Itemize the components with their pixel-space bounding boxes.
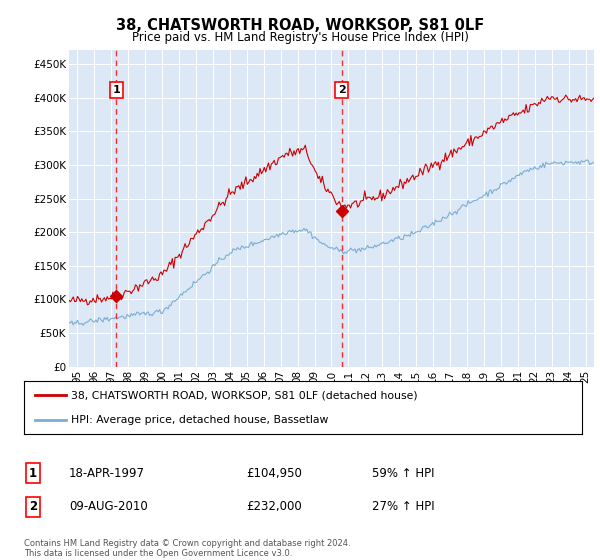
Text: 38, CHATSWORTH ROAD, WORKSOP, S81 0LF: 38, CHATSWORTH ROAD, WORKSOP, S81 0LF	[116, 18, 484, 33]
Text: £104,950: £104,950	[246, 466, 302, 480]
Text: 1: 1	[112, 85, 120, 95]
Text: 1: 1	[29, 466, 37, 480]
Text: 59% ↑ HPI: 59% ↑ HPI	[372, 466, 434, 480]
Text: 09-AUG-2010: 09-AUG-2010	[69, 500, 148, 514]
Text: £232,000: £232,000	[246, 500, 302, 514]
Text: HPI: Average price, detached house, Bassetlaw: HPI: Average price, detached house, Bass…	[71, 414, 329, 424]
Text: 27% ↑ HPI: 27% ↑ HPI	[372, 500, 434, 514]
Text: 18-APR-1997: 18-APR-1997	[69, 466, 145, 480]
Text: Contains HM Land Registry data © Crown copyright and database right 2024.
This d: Contains HM Land Registry data © Crown c…	[24, 539, 350, 558]
Text: 2: 2	[338, 85, 346, 95]
Text: 2: 2	[29, 500, 37, 514]
Text: Price paid vs. HM Land Registry's House Price Index (HPI): Price paid vs. HM Land Registry's House …	[131, 31, 469, 44]
Text: 38, CHATSWORTH ROAD, WORKSOP, S81 0LF (detached house): 38, CHATSWORTH ROAD, WORKSOP, S81 0LF (d…	[71, 390, 418, 400]
